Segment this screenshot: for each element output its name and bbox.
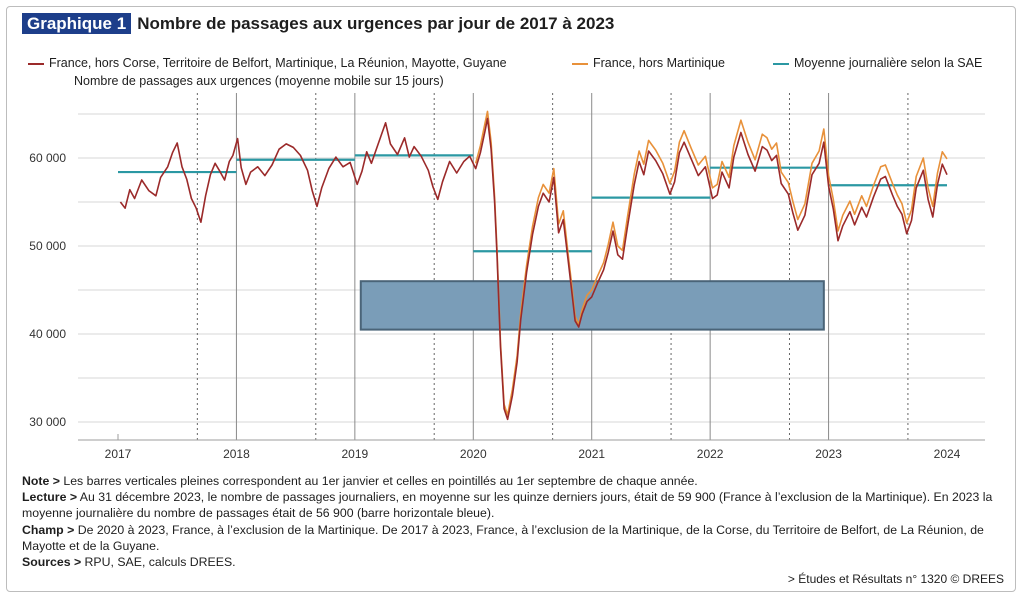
legend-label-series-1: France, hors Corse, Territoire de Belfor…: [49, 56, 507, 70]
figure-badge: Graphique 1: [22, 13, 132, 34]
x-tick-label-2024: 2024: [934, 447, 961, 461]
y-tick-label-3: 60 000: [29, 151, 66, 165]
line-chart: 30 000 40 000 50 000 60 000 2017 2018 2019 2020…: [29, 93, 985, 461]
lecture-line: Lecture > Au 31 décembre 2023, le nombre…: [22, 490, 993, 521]
x-tick-label-2023: 2023: [815, 447, 842, 461]
legend-label-series-2: France, hors Martinique: [593, 56, 726, 70]
y-tick-label-1: 40 000: [29, 327, 66, 341]
figure-frame: [6, 6, 1016, 592]
y-tick-label-0: 30 000: [29, 415, 66, 429]
citation: > Études et Résultats n° 1320 © DREES: [787, 572, 1004, 586]
figure-title: Graphique 1 Nombre de passages aux urgenc…: [22, 13, 615, 34]
legend-swatch-sae: [773, 62, 789, 65]
series-line-france-hors-martinique: [474, 110, 948, 416]
legend-swatch-series-1: [28, 62, 44, 65]
chart-subtitle: Nombre de passages aux urgences (moyenne…: [74, 74, 444, 88]
notes-block: Note > Les barres verticales pleines cor…: [22, 473, 997, 570]
x-tick-label-2017: 2017: [105, 447, 132, 461]
figure-title-text: Nombre de passages aux urgences par jour…: [137, 14, 615, 33]
legend-item-sae: Moyenne journalière selon la SAE: [773, 56, 982, 70]
legend-item-series-1: France, hors Corse, Territoire de Belfor…: [28, 56, 507, 70]
x-tick-label-2022: 2022: [697, 447, 724, 461]
legend-item-series-2: France, hors Martinique: [572, 56, 725, 70]
series-line-france-hors-corse: [119, 117, 948, 421]
sources-line: Sources > RPU, SAE, calculs DREES.: [22, 555, 236, 570]
x-tick-label-2020: 2020: [460, 447, 487, 461]
x-tick-label-2021: 2021: [578, 447, 605, 461]
note-line: Note > Les barres verticales pleines cor…: [22, 474, 698, 488]
y-tick-label-2: 50 000: [29, 239, 66, 253]
x-tick-label-2018: 2018: [223, 447, 250, 461]
legend-label-sae: Moyenne journalière selon la SAE: [794, 56, 983, 70]
champ-line: Champ > De 2020 à 2023, France, à l’excl…: [22, 522, 984, 553]
x-tick-label-2019: 2019: [342, 447, 369, 461]
legend-swatch-series-2: [572, 62, 588, 65]
